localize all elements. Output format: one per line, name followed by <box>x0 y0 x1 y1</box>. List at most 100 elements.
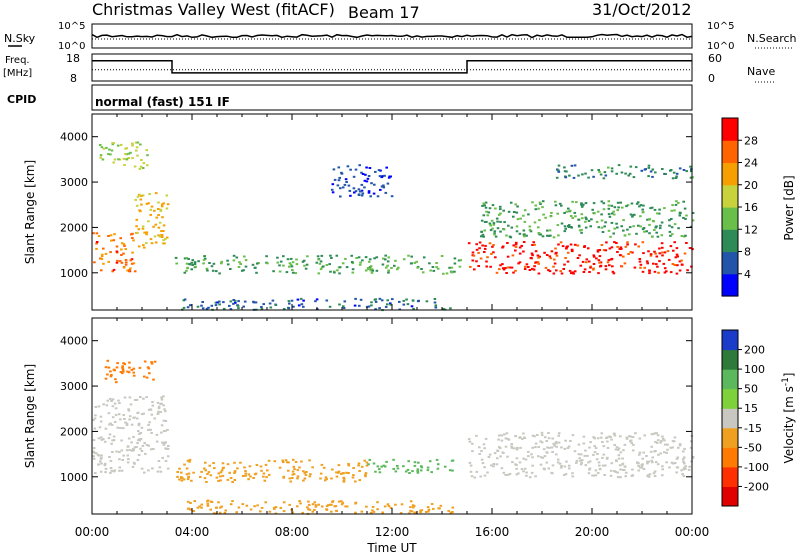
data-cell <box>120 248 123 251</box>
data-cell <box>620 265 624 268</box>
data-cell <box>672 249 675 252</box>
data-cell <box>145 202 149 205</box>
data-cell <box>631 436 635 439</box>
data-cell <box>305 471 308 473</box>
data-cell <box>200 506 203 509</box>
data-cell <box>571 434 575 437</box>
data-cell <box>412 307 415 310</box>
data-cell <box>587 472 591 475</box>
data-cell <box>597 226 601 229</box>
data-cell <box>219 475 222 478</box>
data-cell <box>580 202 583 205</box>
data-cell <box>427 510 430 513</box>
data-cell <box>271 299 275 302</box>
data-cell <box>100 146 104 149</box>
data-cell <box>566 251 570 254</box>
data-cell <box>569 209 572 212</box>
data-cell <box>93 261 96 264</box>
data-cell <box>224 509 227 512</box>
data-cell <box>496 227 500 230</box>
data-cell <box>649 207 652 210</box>
data-cell <box>558 462 562 465</box>
data-cell <box>682 169 686 171</box>
data-cell <box>550 211 553 214</box>
data-cell <box>595 220 599 223</box>
data-cell <box>630 202 634 205</box>
data-cell <box>342 480 346 483</box>
data-cell <box>147 220 150 223</box>
data-cell <box>102 438 105 441</box>
data-cell <box>118 458 121 461</box>
data-cell <box>381 263 385 266</box>
data-cell <box>690 440 693 443</box>
data-cell <box>649 450 653 453</box>
data-cell <box>304 473 308 476</box>
data-cell <box>499 208 502 211</box>
data-cell <box>675 471 678 474</box>
data-cell <box>296 477 299 480</box>
data-cell <box>658 252 662 255</box>
data-cell <box>617 164 621 167</box>
data-cell <box>217 501 220 504</box>
data-cell <box>136 231 139 234</box>
data-cell <box>635 202 639 205</box>
data-cell <box>531 254 534 257</box>
data-cell <box>161 216 164 219</box>
data-cell <box>497 438 500 441</box>
freq-tick-top: 18 <box>66 52 80 65</box>
data-cell <box>497 213 501 216</box>
data-cell <box>129 267 132 270</box>
velocity-colorbar-swatches <box>722 330 738 507</box>
data-cell <box>610 212 614 215</box>
data-cell <box>392 458 395 461</box>
data-cell <box>160 205 164 208</box>
colorbar-tick-label: 50 <box>744 383 758 396</box>
data-cell <box>536 261 540 264</box>
data-cell <box>480 235 483 238</box>
data-cell <box>489 224 492 227</box>
data-cell <box>243 255 246 258</box>
data-cell <box>677 201 680 204</box>
data-cell <box>671 446 674 449</box>
data-cell <box>325 478 328 480</box>
data-cell <box>182 306 186 309</box>
data-cell <box>691 456 695 459</box>
data-cell <box>419 509 422 512</box>
data-cell <box>159 235 162 238</box>
data-cell <box>485 210 488 213</box>
data-cell <box>183 463 186 466</box>
data-cell <box>520 244 523 247</box>
data-cell <box>97 463 100 466</box>
data-cell <box>163 408 166 411</box>
data-cell <box>548 446 551 449</box>
data-cell <box>204 469 207 472</box>
data-cell <box>291 477 294 479</box>
data-cell <box>110 423 114 426</box>
data-cell <box>113 402 117 405</box>
data-cell <box>648 473 652 476</box>
data-cell <box>614 470 617 473</box>
data-cell <box>156 470 160 473</box>
data-cell <box>104 366 108 369</box>
data-cell <box>212 512 216 515</box>
data-cell <box>631 449 635 452</box>
data-cell <box>303 477 307 480</box>
data-cell <box>128 361 131 364</box>
data-cell <box>309 473 312 476</box>
data-cell <box>132 436 135 438</box>
data-cell <box>647 474 650 477</box>
data-cell <box>620 247 623 250</box>
data-cell <box>107 412 111 415</box>
data-cell <box>396 464 399 467</box>
data-cell <box>564 257 567 259</box>
data-cell <box>492 465 495 468</box>
data-cell <box>614 448 618 451</box>
data-cell <box>572 272 575 275</box>
data-cell <box>557 234 560 237</box>
data-cell <box>341 501 345 504</box>
data-cell <box>682 200 685 203</box>
data-cell <box>638 451 642 454</box>
data-cell <box>111 143 115 146</box>
data-cell <box>576 257 580 259</box>
data-cell <box>296 475 300 478</box>
